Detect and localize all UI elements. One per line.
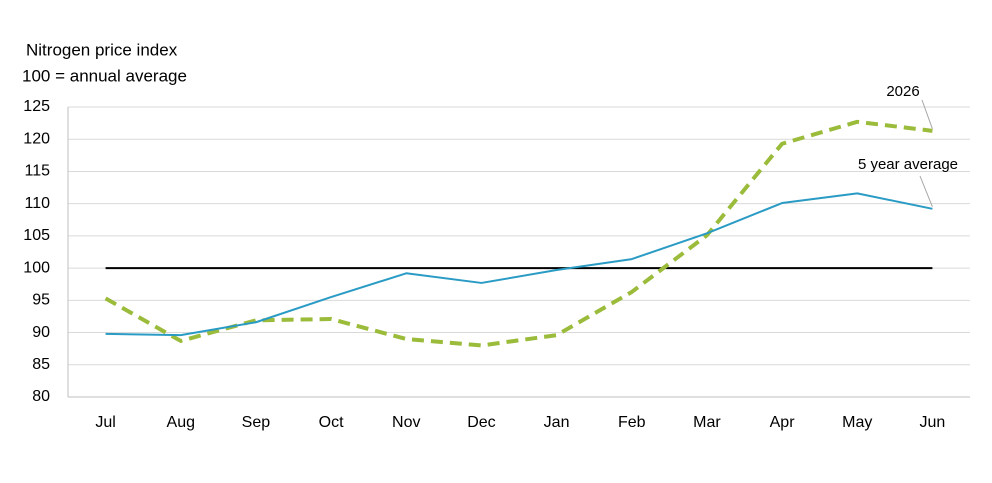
x-tick-label: Oct bbox=[319, 414, 344, 431]
x-tick-label: May bbox=[842, 414, 872, 431]
leader-line bbox=[919, 175, 933, 208]
y-tick-label: 115 bbox=[24, 163, 50, 180]
x-tick-label: Sep bbox=[242, 414, 271, 431]
y-tick-label: 85 bbox=[32, 356, 50, 373]
y-tick-label: 100 bbox=[23, 259, 50, 276]
y-tick-label: 80 bbox=[32, 388, 50, 405]
series-label: 2026 bbox=[886, 83, 919, 100]
series-line bbox=[104, 119, 933, 348]
chart-subtitle: 100 = annual average bbox=[22, 66, 187, 85]
y-tick-label: 120 bbox=[23, 130, 50, 147]
y-tick-label: 90 bbox=[32, 324, 50, 341]
x-tick-label: Jan bbox=[544, 414, 570, 431]
x-tick-label: Jun bbox=[920, 414, 946, 431]
x-tick-label: Apr bbox=[770, 414, 796, 431]
x-tick-label: Jul bbox=[95, 414, 115, 431]
series-label: 5 year average bbox=[858, 156, 958, 173]
y-tick-label: 110 bbox=[24, 195, 50, 212]
y-tick-label: 105 bbox=[23, 227, 50, 244]
x-tick-label: Mar bbox=[693, 414, 721, 431]
series-line bbox=[105, 192, 933, 337]
leader-line bbox=[921, 99, 933, 130]
x-tick-label: Feb bbox=[618, 414, 646, 431]
x-tick-label: Aug bbox=[167, 414, 195, 431]
y-tick-label: 125 bbox=[23, 98, 50, 115]
chart-title: Nitrogen price index bbox=[26, 40, 178, 59]
y-tick-label: 95 bbox=[32, 292, 50, 309]
x-tick-label: Dec bbox=[467, 414, 495, 431]
x-tick-label: Nov bbox=[392, 414, 420, 431]
